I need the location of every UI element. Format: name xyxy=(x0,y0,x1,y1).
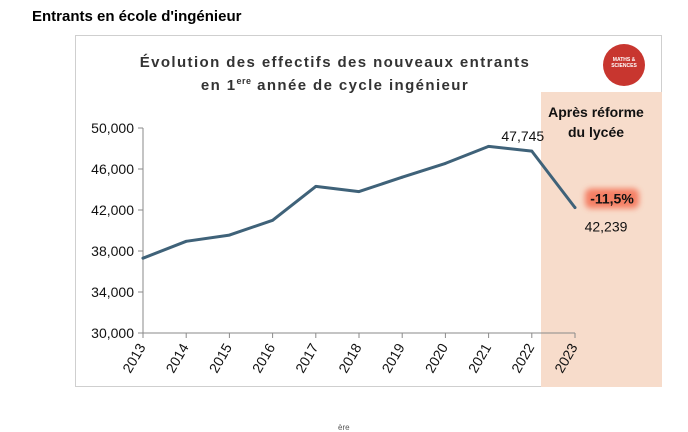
data-point-2020 xyxy=(444,161,447,165)
page-heading: Entrants en école d'ingénieur xyxy=(32,8,242,25)
data-label-2023: 42,239 xyxy=(585,219,628,235)
chart-title-line1: Évolution des effectifs des nouveaux ent… xyxy=(139,54,531,71)
maths-sciences-logo: MATHS & SCIENCES xyxy=(603,44,645,86)
y-tick-label: 38,000 xyxy=(91,243,134,259)
data-point-2015 xyxy=(228,233,231,237)
logo-line2: SCIENCES xyxy=(611,63,637,69)
data-point-2017 xyxy=(314,185,318,188)
series-line-group xyxy=(141,144,577,260)
x-tick-label-2013: 2013 xyxy=(119,340,149,375)
x-tick-label-2016: 2016 xyxy=(249,340,279,375)
highlight-label-line2: du lycée xyxy=(568,124,624,140)
chart-title-line2-sup: ere xyxy=(236,76,252,86)
highlight-band-2023 xyxy=(541,92,662,387)
data-point-2019 xyxy=(400,175,404,179)
x-tick-label-2017: 2017 xyxy=(292,340,322,375)
x-tick-label-2014: 2014 xyxy=(162,340,192,375)
change-label: -11,5% xyxy=(590,191,634,207)
data-point-2016 xyxy=(271,218,274,222)
chart-title-line2-prefix: en 1 xyxy=(200,77,237,94)
x-tick-labels: 2013 2014 2015 2016 2017 2018 2019 2020 2021 2022… xyxy=(119,340,581,375)
change-label-glow xyxy=(585,188,639,209)
bottom-text-fragment: ère xyxy=(338,423,350,432)
chart-title-line2-suffix: année de cycle ingénieur xyxy=(251,77,470,94)
data-point-2022 xyxy=(530,149,534,153)
x-tick-label-2019: 2019 xyxy=(378,340,408,375)
x-tick-label-2015: 2015 xyxy=(206,340,236,375)
chart-title-line2: en 1ere année de cycle ingénieur xyxy=(115,76,555,94)
y-tick-label: 34,000 xyxy=(91,284,134,300)
y-tick-label: 50,000 xyxy=(91,120,134,136)
x-tick-label-2021: 2021 xyxy=(465,340,495,375)
y-tick-labels: 50,000 46,000 42,000 38,000 34,000 30,000 xyxy=(91,120,134,341)
data-point-2021 xyxy=(487,145,490,148)
data-point-2023 xyxy=(573,206,577,209)
data-point-2014 xyxy=(184,239,188,243)
series-line xyxy=(141,144,577,260)
y-tick-label: 42,000 xyxy=(91,202,134,218)
x-tick-label-2022: 2022 xyxy=(508,340,538,375)
annotations: 47,745 42,239 -11,5% xyxy=(501,128,639,235)
y-tick-label: 30,000 xyxy=(91,325,134,341)
logo-line1: MATHS & xyxy=(612,57,636,63)
x-tick-label-2018: 2018 xyxy=(335,340,365,375)
y-tick-label: 46,000 xyxy=(91,161,134,177)
data-point-2013 xyxy=(141,256,145,260)
data-point-2018 xyxy=(357,190,361,193)
data-label-2022: 47,745 xyxy=(501,128,544,144)
x-tick-label-2020: 2020 xyxy=(422,340,452,375)
axes xyxy=(138,127,576,338)
highlight-label-line1: Après réforme xyxy=(548,104,644,120)
